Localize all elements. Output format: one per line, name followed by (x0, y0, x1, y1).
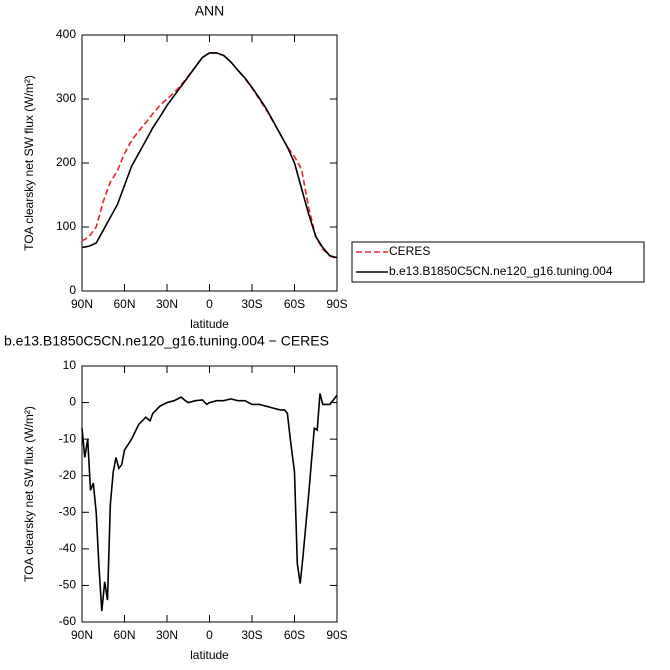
legend-box (351, 241, 645, 283)
y-axis-label: TOA clearsky net SW flux (W/m²) (22, 406, 36, 582)
x-tick-label: 90N (71, 628, 93, 642)
y-axis-label: TOA clearsky net SW flux (W/m²) (22, 75, 36, 251)
x-tick-label: 60N (113, 297, 135, 311)
data-line (81, 52, 338, 260)
legend-label: b.e13.B1850C5CN.ne120_g16.tuning.004 (389, 264, 613, 278)
y-tick-label: -10 (59, 431, 77, 445)
x-tick-label: 60S (284, 297, 305, 311)
y-tick-label: -40 (59, 541, 77, 555)
y-tick-label: 0 (69, 283, 76, 297)
x-tick-label: 30N (156, 297, 178, 311)
y-tick-label: 0 (69, 395, 76, 409)
y-tick-label: -20 (59, 468, 77, 482)
y-tick-label: -50 (59, 578, 77, 592)
chart-title: b.e13.B1850C5CN.ne120_g16.tuning.004 − C… (4, 333, 329, 349)
x-tick-label: 30N (156, 628, 178, 642)
y-tick-label: -30 (59, 504, 77, 518)
x-tick-label: 0 (206, 628, 213, 642)
y-tick-label: 10 (63, 358, 77, 372)
y-tick-label: -60 (59, 614, 77, 628)
chart-title: ANN (195, 3, 225, 19)
y-tick-label: 200 (56, 155, 76, 169)
y-tick-label: 300 (56, 91, 76, 105)
data-line (81, 393, 338, 612)
y-tick-label: 100 (56, 219, 76, 233)
x-tick-label: 90S (326, 297, 347, 311)
data-line (81, 52, 338, 259)
x-tick-label: 90S (326, 628, 347, 642)
x-axis-label: latitude (190, 317, 229, 331)
x-tick-label: 60N (113, 628, 135, 642)
x-tick-label: 30S (241, 628, 262, 642)
legend-label: CERES (389, 244, 430, 258)
y-tick-label: 400 (56, 27, 76, 41)
x-tick-label: 60S (284, 628, 305, 642)
x-axis-label: latitude (190, 648, 229, 662)
x-tick-label: 90N (71, 297, 93, 311)
x-tick-label: 30S (241, 297, 262, 311)
x-tick-label: 0 (206, 297, 213, 311)
plot-frame (81, 365, 338, 623)
